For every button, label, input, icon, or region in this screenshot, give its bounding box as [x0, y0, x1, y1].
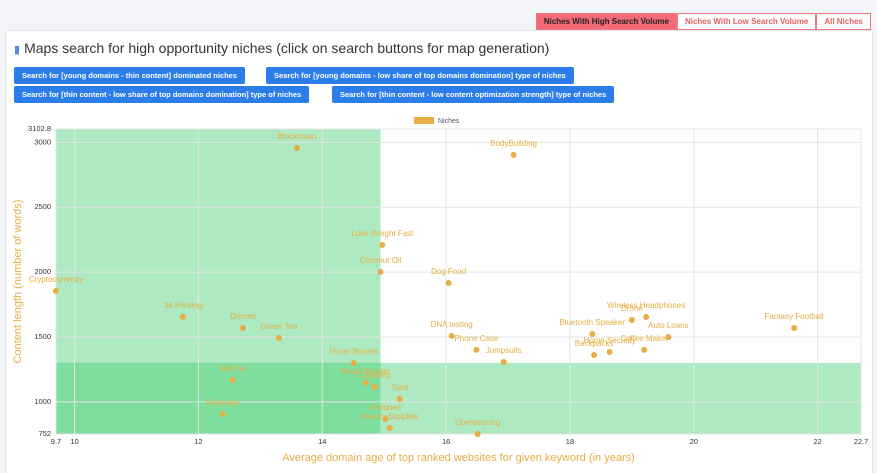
point — [445, 279, 452, 286]
point-label: Fantasy Football — [765, 312, 824, 321]
point — [179, 313, 186, 320]
point — [643, 313, 650, 320]
x-tick-label: 22.7 — [854, 437, 869, 446]
point-label: Drones — [230, 312, 256, 321]
point-label: Ubersetzung — [455, 418, 500, 427]
x-tick-label: 14 — [318, 437, 326, 446]
x-tick-label: 18 — [566, 437, 574, 446]
point — [240, 324, 247, 331]
region — [56, 362, 861, 434]
point-label: Bluetooth Speaker — [559, 318, 625, 327]
point-label: Hover Boards — [329, 347, 378, 356]
point-label: Auto Loans — [648, 321, 688, 330]
point — [293, 144, 300, 151]
point — [379, 241, 386, 248]
tab[interactable]: All Niches — [816, 13, 871, 30]
point — [473, 346, 480, 353]
search-button[interactable]: Search for [young domains - low share of… — [266, 67, 574, 84]
point-label: DNA testing — [431, 320, 473, 329]
heading: ▮ Maps search for high opportunity niches… — [14, 40, 549, 56]
tabs: Niches With High Search Volume Niches Wi… — [535, 13, 871, 30]
point — [628, 316, 635, 323]
point — [641, 346, 648, 353]
point — [474, 431, 481, 437]
search-button[interactable]: Search for [thin content - low share of … — [14, 86, 310, 103]
y-axis-label: Content length (number of words) — [12, 200, 24, 364]
point — [606, 349, 613, 356]
point — [382, 415, 389, 422]
point-label: Lose Weight Fast — [351, 229, 414, 238]
point-label: Bridal Shower — [341, 367, 391, 376]
y-tick-label: 752 — [38, 429, 51, 438]
region — [56, 129, 381, 434]
point-label: Dog Food — [431, 267, 466, 276]
point — [377, 268, 384, 275]
point — [350, 360, 357, 367]
point-label: Green Tea — [260, 322, 298, 331]
point — [500, 358, 507, 365]
point-label: Beauty Supplies — [361, 412, 419, 421]
x-axis-label: Average domain age of top ranked website… — [282, 452, 635, 464]
point-label: Wireless Headphones — [607, 301, 685, 310]
point — [510, 151, 517, 158]
point-label: Balayage — [206, 398, 240, 407]
x-tick-label: 16 — [442, 437, 450, 446]
x-tick-label: 12 — [194, 437, 202, 446]
y-tick-label: 1000 — [34, 397, 51, 406]
point — [53, 288, 59, 295]
point-label: Antiques — [370, 403, 401, 412]
point-label: BodyBuilding — [490, 139, 537, 148]
chart-icon: ▮ — [14, 44, 21, 56]
y-tick-label: 2000 — [34, 267, 51, 276]
point — [275, 334, 282, 341]
point-label: Blockchain — [278, 132, 317, 141]
point — [665, 333, 672, 340]
point-label: Drone — [621, 304, 643, 313]
y-tick-label: 3102.8 — [28, 124, 51, 133]
legend-label: Niches — [438, 118, 460, 125]
heading-text: Maps search for high opportunity niches … — [24, 40, 550, 56]
point — [229, 377, 236, 384]
x-tick-label: 20 — [690, 437, 698, 446]
point-label: Matcha — [219, 364, 246, 373]
x-tick-label: 10 — [70, 437, 78, 446]
point — [589, 330, 596, 337]
legend-swatch — [414, 117, 434, 124]
point — [219, 411, 226, 418]
y-tick-label: 3000 — [34, 137, 51, 146]
point-label: Coffee Maker — [620, 334, 668, 343]
panel — [5, 30, 873, 473]
point-label: Home Security — [583, 336, 635, 345]
point-label: Backpacks — [575, 339, 614, 348]
point-label: 3d Printing — [164, 301, 202, 310]
y-tick-label: 1500 — [34, 332, 51, 341]
point-label: Jumpsuits — [486, 346, 522, 355]
point-label: Camping — [359, 371, 391, 380]
point-label: Coconut Oil — [360, 256, 402, 265]
point — [396, 395, 403, 402]
point — [386, 425, 393, 432]
tab[interactable]: Niches With High Search Volume — [535, 13, 677, 30]
x-tick-label: 22 — [813, 437, 821, 446]
tab[interactable]: Niches With Low Search Volume — [676, 13, 817, 30]
point-label: Tarot — [391, 383, 410, 392]
x-tick-label: 9.7 — [51, 437, 61, 446]
point-label: Cryptocurrency — [29, 275, 83, 284]
point — [591, 351, 598, 358]
point — [362, 380, 369, 387]
point — [371, 384, 378, 391]
y-tick-label: 2500 — [34, 202, 51, 211]
point — [448, 332, 455, 339]
search-button[interactable]: Search for [young domains - thin content… — [14, 67, 246, 84]
point-label: Phone Case — [454, 334, 499, 343]
point — [791, 324, 798, 331]
search-button[interactable]: Search for [thin content - low content o… — [332, 86, 615, 103]
